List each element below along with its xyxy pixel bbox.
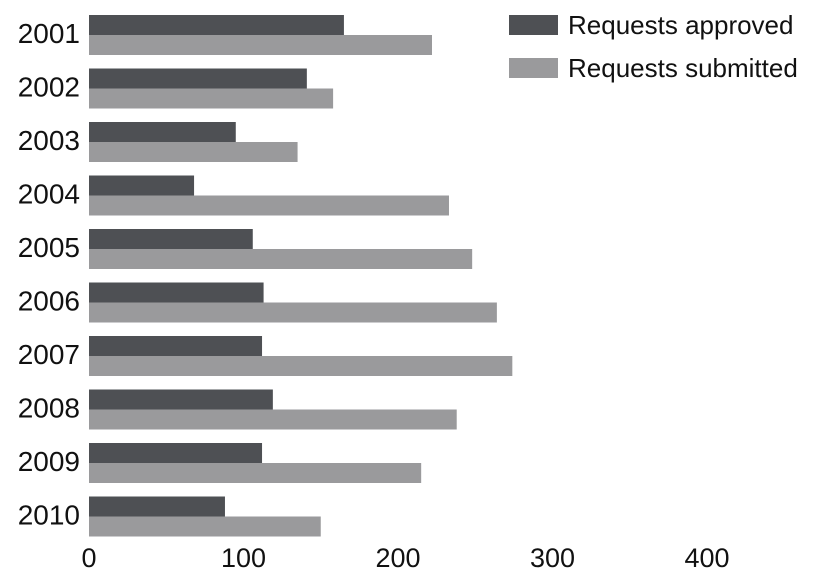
legend: Requests approved Requests submitted	[509, 10, 798, 83]
bar-approved-2007	[89, 336, 263, 356]
bar-submitted-2003	[89, 142, 298, 162]
x-axis-labels: 0 100 200 300 400	[81, 543, 729, 573]
y-tick-label: 2006	[18, 286, 80, 317]
bar-approved-2004	[89, 175, 195, 196]
bar-approved-2001	[89, 15, 344, 35]
y-tick-label: 2005	[18, 232, 80, 263]
y-tick-label: 2008	[18, 393, 80, 424]
y-axis-labels: 2001 2002 2003 2004 2005 2006 2007 2008 2009 2010	[18, 18, 80, 531]
bar-submitted-2002	[89, 88, 334, 109]
legend-label-submitted: Requests submitted	[568, 53, 798, 83]
y-tick-label: 2007	[18, 339, 80, 370]
y-tick-label: 2010	[18, 500, 80, 531]
bars-layer	[89, 15, 513, 537]
bar-submitted-2007	[89, 356, 513, 376]
y-tick-label: 2002	[18, 72, 80, 103]
y-tick-label: 2003	[18, 125, 80, 156]
legend-swatch-submitted	[509, 58, 558, 78]
y-tick-label: 2001	[18, 18, 80, 49]
bar-approved-2003	[89, 122, 236, 142]
x-tick-label: 300	[530, 543, 575, 573]
bar-approved-2009	[89, 443, 263, 463]
y-tick-label: 2004	[18, 179, 80, 210]
y-tick-label: 2009	[18, 446, 80, 477]
bar-submitted-2004	[89, 195, 449, 216]
bar-approved-2002	[89, 68, 307, 89]
bar-approved-2006	[89, 282, 264, 303]
x-tick-label: 0	[81, 543, 96, 573]
bar-approved-2008	[89, 389, 273, 410]
bar-submitted-2006	[89, 302, 497, 323]
bar-submitted-2010	[89, 516, 321, 537]
legend-label-approved: Requests approved	[568, 10, 793, 40]
x-tick-label: 400	[684, 543, 729, 573]
bar-submitted-2008	[89, 409, 457, 430]
bar-submitted-2009	[89, 463, 422, 483]
legend-swatch-approved	[509, 15, 558, 35]
bar-approved-2010	[89, 496, 225, 517]
x-tick-label: 100	[221, 543, 266, 573]
bar-submitted-2005	[89, 249, 473, 269]
x-tick-label: 200	[375, 543, 420, 573]
bar-approved-2005	[89, 229, 253, 249]
bar-submitted-2001	[89, 35, 432, 55]
